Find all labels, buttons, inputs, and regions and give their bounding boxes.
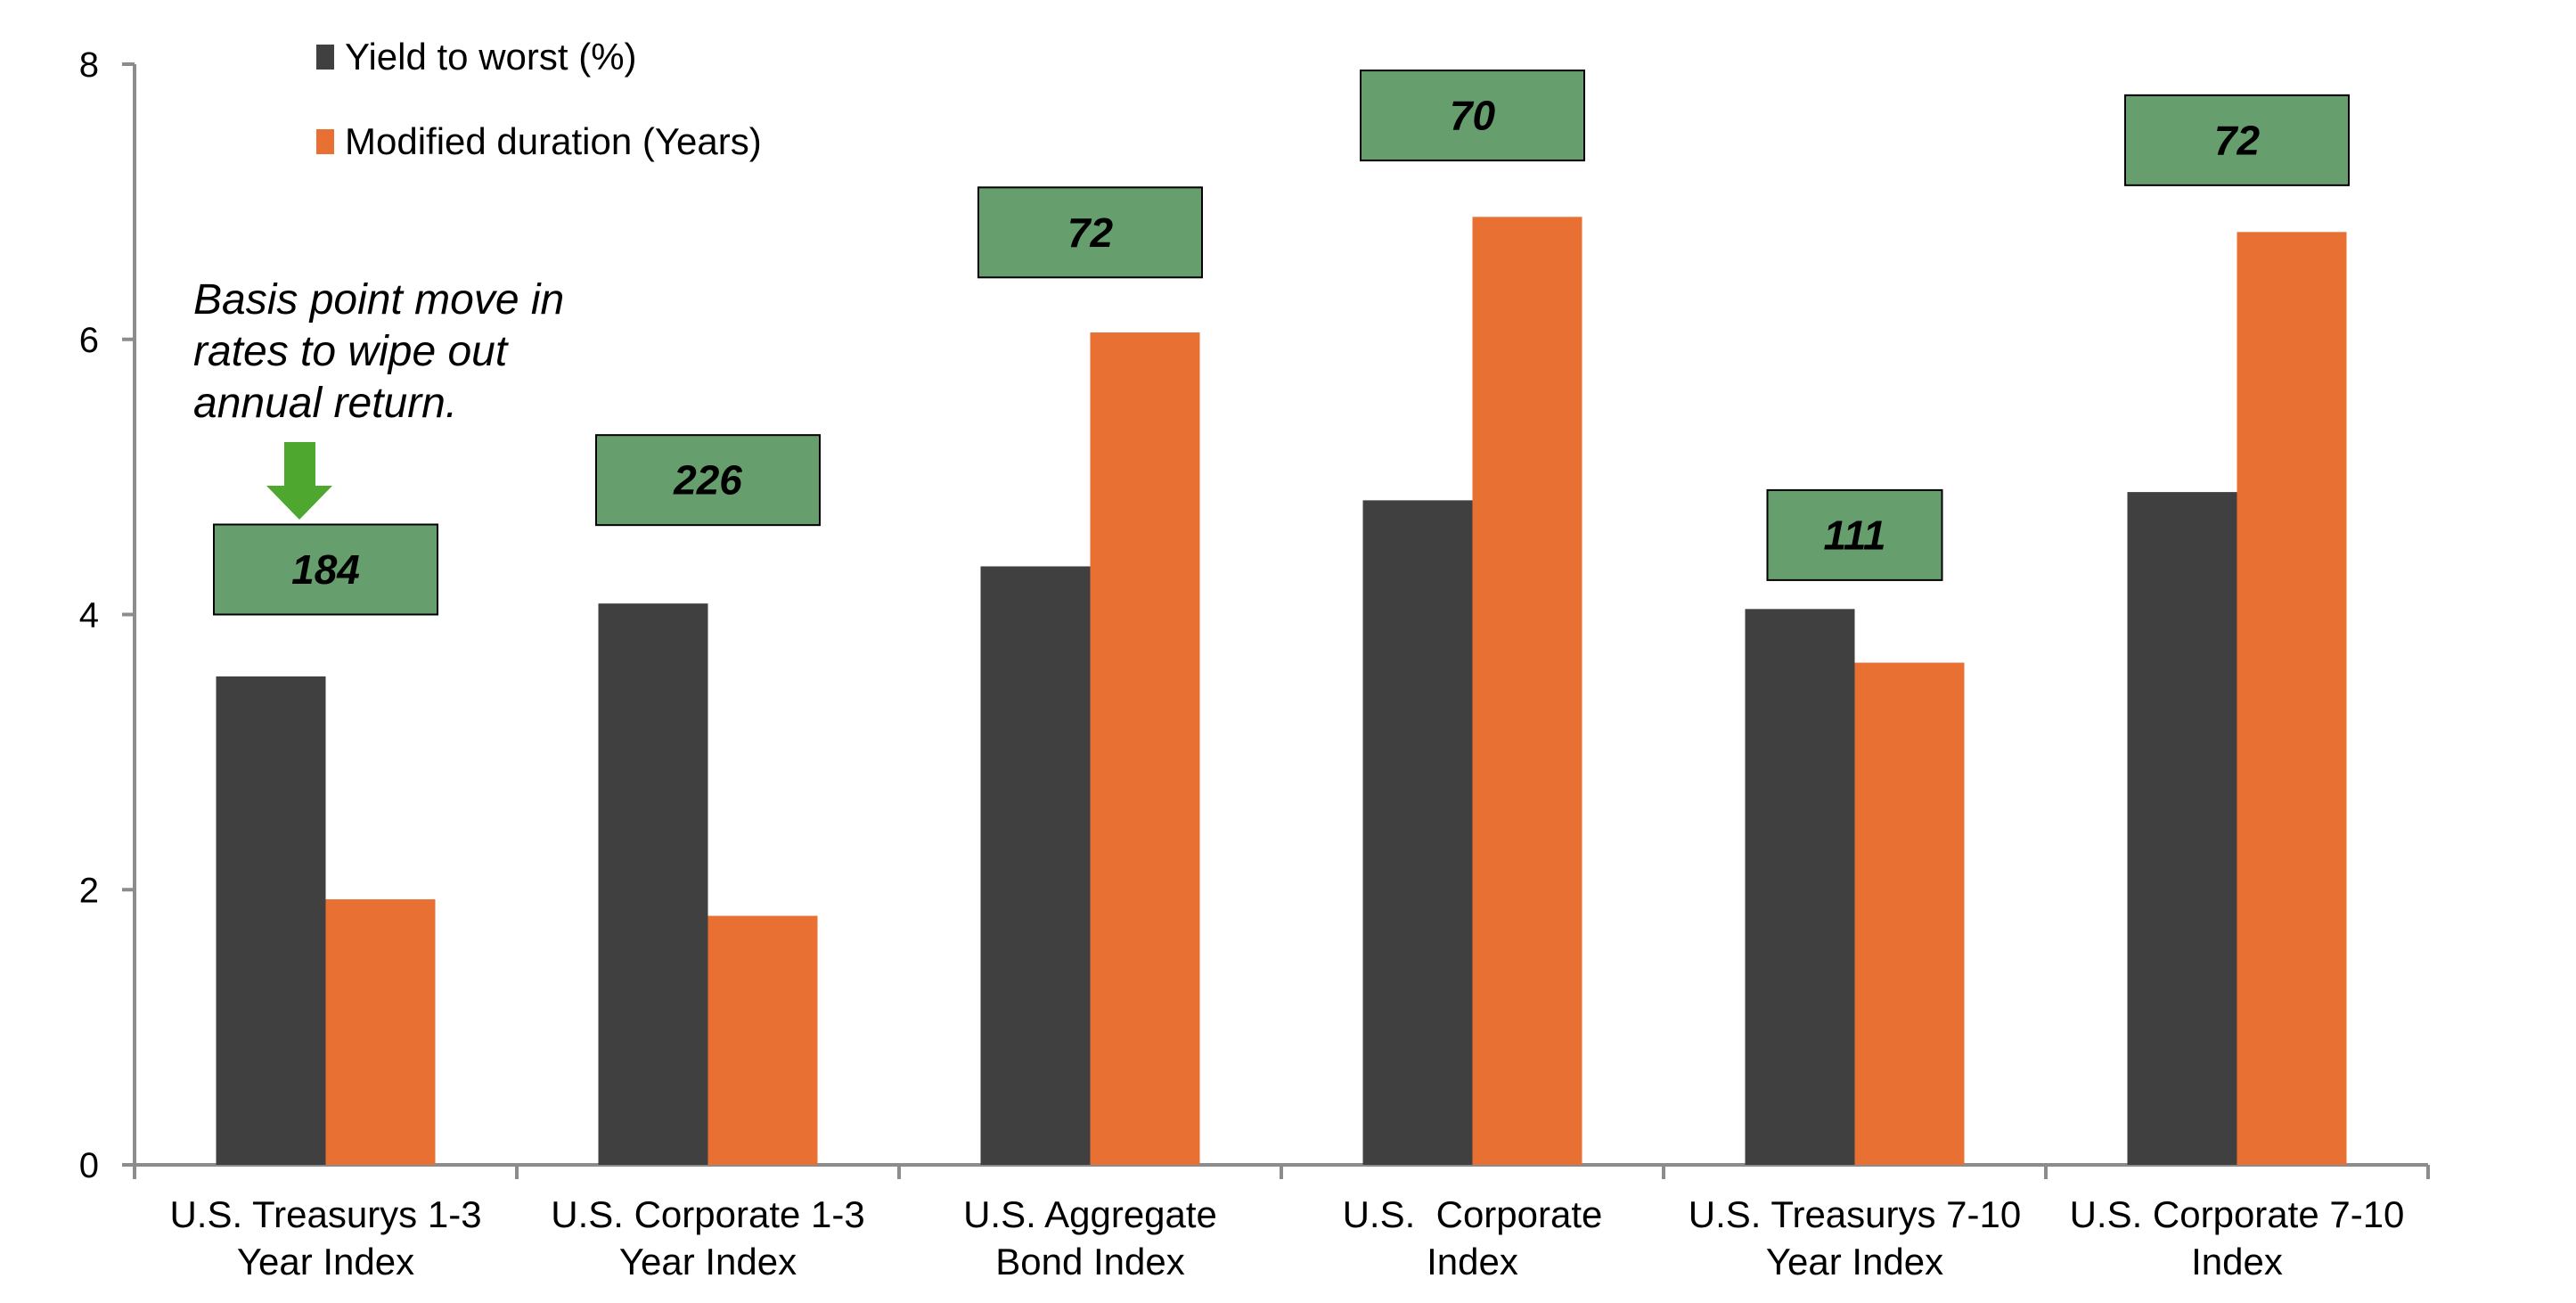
bp-move-box-background (2124, 94, 2350, 186)
x-category-label: U.S. Aggregate (963, 1193, 1217, 1235)
bp-move-box: 226 (595, 434, 821, 527)
bar-yield-to-worst (980, 566, 1091, 1165)
bp-move-value: 72 (2214, 117, 2261, 163)
legend-label-duration: Modified duration (Years) (345, 120, 762, 162)
callout: Basis point move in rates to wipe out an… (193, 276, 564, 520)
bp-move-box: 72 (2124, 94, 2350, 186)
bp-move-value: 184 (291, 546, 360, 593)
x-category-label: U.S. Treasurys 1-3 (169, 1193, 481, 1235)
x-category-label: Index (2191, 1241, 2283, 1283)
bar-modified-duration (2237, 232, 2347, 1165)
down-arrow-icon (266, 442, 332, 520)
bar-modified-duration (1472, 217, 1582, 1166)
legend-swatch-duration (316, 129, 334, 154)
bp-move-box-background (1766, 488, 1943, 581)
bp-move-box: 111 (1766, 488, 1943, 581)
x-category-label: Bond Index (995, 1241, 1185, 1283)
y-tick-label: 2 (79, 871, 99, 910)
bp-move-box-background (595, 434, 821, 527)
x-category-label: U.S. Corporate 1-3 (551, 1193, 865, 1235)
y-tick-label: 6 (79, 321, 99, 360)
bar-yield-to-worst (216, 676, 326, 1165)
legend-label-yield: Yield to worst (%) (345, 36, 637, 78)
bar-modified-duration (1854, 662, 1965, 1165)
bar-modified-duration (325, 899, 436, 1165)
y-tick-label: 0 (79, 1146, 99, 1185)
bp-move-value: 70 (1450, 93, 1496, 139)
bar-modified-duration (707, 915, 818, 1165)
callout-line-2: rates to wipe out (193, 328, 509, 375)
y-tick-label: 4 (79, 596, 99, 635)
y-tick-label: 8 (79, 45, 99, 85)
x-category-label: Year Index (1766, 1241, 1943, 1283)
legend-swatch-yield (316, 45, 334, 70)
bar-modified-duration (1090, 332, 1200, 1165)
x-category-label: U.S. Corporate (1343, 1193, 1603, 1235)
legend: Yield to worst (%) Modified duration (Ye… (316, 36, 762, 162)
bar-yield-to-worst (1362, 500, 1473, 1165)
bars (216, 217, 2347, 1166)
bp-move-box-background (213, 523, 438, 616)
callout-line-1: Basis point move in (193, 276, 564, 324)
x-category-label: Year Index (237, 1241, 414, 1283)
bp-move-box: 72 (977, 186, 1203, 279)
bp-move-box: 184 (213, 523, 438, 616)
x-category-label: Index (1427, 1241, 1518, 1283)
bp-move-value: 226 (673, 457, 742, 504)
x-category-label: U.S. Corporate 7-10 (2070, 1193, 2405, 1235)
bp-move-box: 70 (1360, 70, 1585, 162)
bp-move-box-background (1360, 70, 1585, 162)
callout-line-3: annual return. (193, 380, 457, 427)
bp-move-value: 111 (1824, 512, 1886, 558)
x-category-label: U.S. Treasurys 7-10 (1689, 1193, 2021, 1235)
annotation-boxes: 184 226 72 70 111 72 (213, 70, 2350, 616)
bar-yield-to-worst (2127, 492, 2237, 1165)
bar-yield-to-worst (598, 603, 708, 1165)
axes: 0 2 4 6 8 U.S. Treasurys 1-3 Year Index U.S. Co… (79, 45, 2430, 1283)
x-category-label: Year Index (619, 1241, 797, 1283)
bar-yield-to-worst (1745, 609, 1855, 1165)
bp-move-value: 72 (1067, 209, 1114, 256)
bp-move-box-background (977, 186, 1203, 279)
